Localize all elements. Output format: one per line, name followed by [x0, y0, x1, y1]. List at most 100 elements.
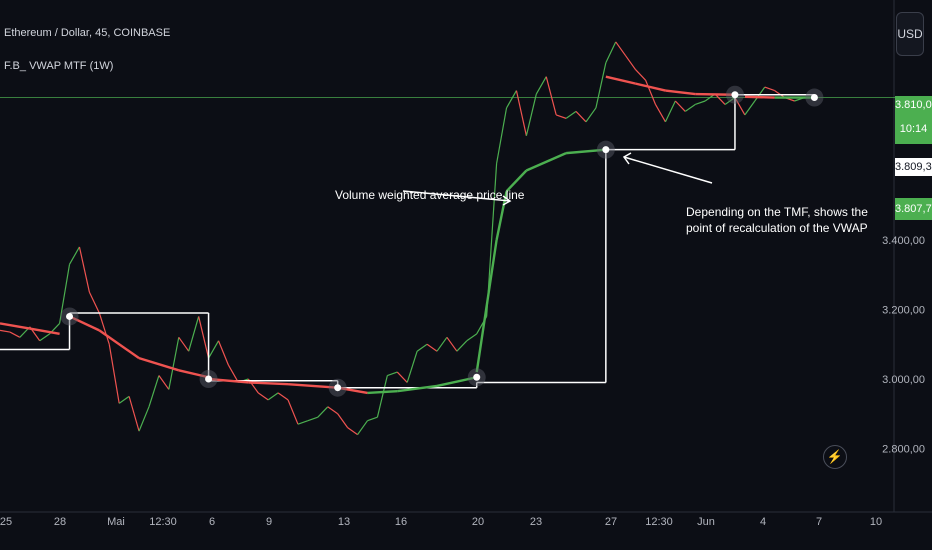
x-tick-label: 12:30	[645, 516, 673, 528]
vwap-segment	[744, 95, 775, 99]
x-tick-label: 4	[760, 516, 766, 528]
price-segment	[515, 90, 527, 136]
price-segment	[128, 396, 140, 432]
price-segment	[545, 76, 557, 116]
recalc-point-marker	[199, 370, 218, 388]
vwap-segment	[367, 389, 398, 395]
price-segment	[337, 413, 349, 428]
price-segment	[357, 420, 368, 435]
vwap-segment	[525, 152, 567, 172]
recalc-point-marker	[467, 368, 486, 387]
vwap-segment	[635, 82, 666, 92]
price-segment	[198, 316, 210, 359]
vwap-segment	[605, 75, 636, 85]
bar-countdown-tag: 10:14	[895, 114, 932, 144]
x-tick-label: Jun	[697, 516, 715, 528]
y-tick-label: 3.400,00	[882, 235, 925, 247]
price-segment	[297, 420, 309, 425]
price-segment	[277, 392, 289, 401]
vwap-segment	[287, 383, 338, 389]
x-tick-label: 12:30	[149, 516, 177, 528]
price-segment	[416, 343, 428, 352]
price-segment	[58, 264, 71, 324]
price-segment	[525, 93, 537, 136]
price-segment	[9, 331, 21, 338]
x-tick-label: 9	[266, 516, 272, 528]
price-segment	[69, 246, 80, 265]
x-tick-label: 6	[209, 516, 215, 528]
recalc-point-marker	[805, 88, 824, 107]
price-segment	[178, 336, 190, 352]
price-segment	[367, 416, 378, 422]
price-segment	[645, 79, 657, 105]
price-segment	[466, 333, 478, 342]
price-segment	[565, 110, 577, 119]
vwap-segment	[0, 322, 31, 330]
price-segment	[744, 100, 756, 116]
price-segment	[684, 103, 696, 112]
price-segment	[39, 333, 51, 342]
price-segment	[496, 107, 508, 164]
vwap-segment	[665, 89, 696, 96]
annotation-recalc-line2: point of recalculation of the VWAP	[686, 221, 868, 235]
price-segment	[0, 329, 11, 333]
current-price-tag: 3.810,00	[895, 96, 932, 114]
currency-button[interactable]: USD	[896, 12, 924, 56]
symbol-title: Ethereum / Dollar, 45, COINBASE	[4, 27, 171, 39]
x-tick-label: 27	[605, 516, 617, 528]
annotation-arrow-recalc	[623, 156, 713, 184]
vwap-segment	[208, 377, 249, 384]
price-segment	[714, 93, 726, 105]
price-segment	[426, 343, 438, 352]
recalc-point-marker	[725, 85, 744, 104]
price-segment	[654, 104, 666, 123]
annotation-arrowhead-vwap	[502, 195, 512, 206]
x-tick-label: 25	[0, 516, 12, 528]
price-segment	[317, 406, 329, 418]
vwap-segment	[436, 376, 477, 388]
y-tick-label: 3.200,00	[882, 305, 925, 317]
annotation-arrowhead-recalc	[622, 152, 632, 165]
price-segment	[227, 364, 239, 383]
vwap-segment	[566, 148, 606, 155]
x-tick-label: 13	[338, 516, 350, 528]
price-segment	[436, 336, 448, 352]
vwap-segment	[475, 239, 498, 373]
recalc-point-marker	[328, 378, 347, 397]
price-segment	[605, 41, 617, 64]
x-tick-label: 10	[870, 516, 882, 528]
price-segment	[734, 97, 746, 116]
vwap-segment	[178, 369, 209, 379]
price-segment	[88, 291, 100, 314]
price-segment	[327, 406, 339, 415]
price-segment	[764, 86, 775, 92]
x-tick-label: Mai	[107, 516, 125, 528]
price-segment	[98, 312, 110, 345]
lightning-icon[interactable]: ⚡	[823, 445, 847, 469]
price-segment	[387, 371, 398, 377]
x-tick-label: 23	[530, 516, 542, 528]
price-segment	[168, 337, 180, 390]
price-segment	[188, 316, 200, 352]
vwap-segment	[248, 381, 289, 386]
price-segment	[635, 69, 647, 81]
vwap-segment	[138, 357, 180, 372]
price-segment	[585, 107, 597, 123]
annotation-recalc-line1: Depending on the TMF, shows the	[686, 205, 868, 219]
price-segment	[287, 399, 299, 425]
price-segment	[506, 90, 517, 109]
price-segment	[695, 100, 706, 106]
price-segment	[118, 395, 130, 404]
price-segment	[595, 62, 607, 109]
vwap-segment	[505, 169, 528, 193]
vwap-segment	[337, 386, 368, 395]
indicator-title[interactable]: F.B_ VWAP MTF (1W)	[4, 60, 114, 72]
price-segment	[208, 340, 220, 359]
price-segment	[456, 340, 468, 352]
price-segment	[148, 375, 160, 407]
price-segment	[257, 392, 269, 401]
vwap-segment	[29, 327, 60, 336]
price-segment	[307, 416, 319, 422]
price-segment	[535, 76, 547, 95]
